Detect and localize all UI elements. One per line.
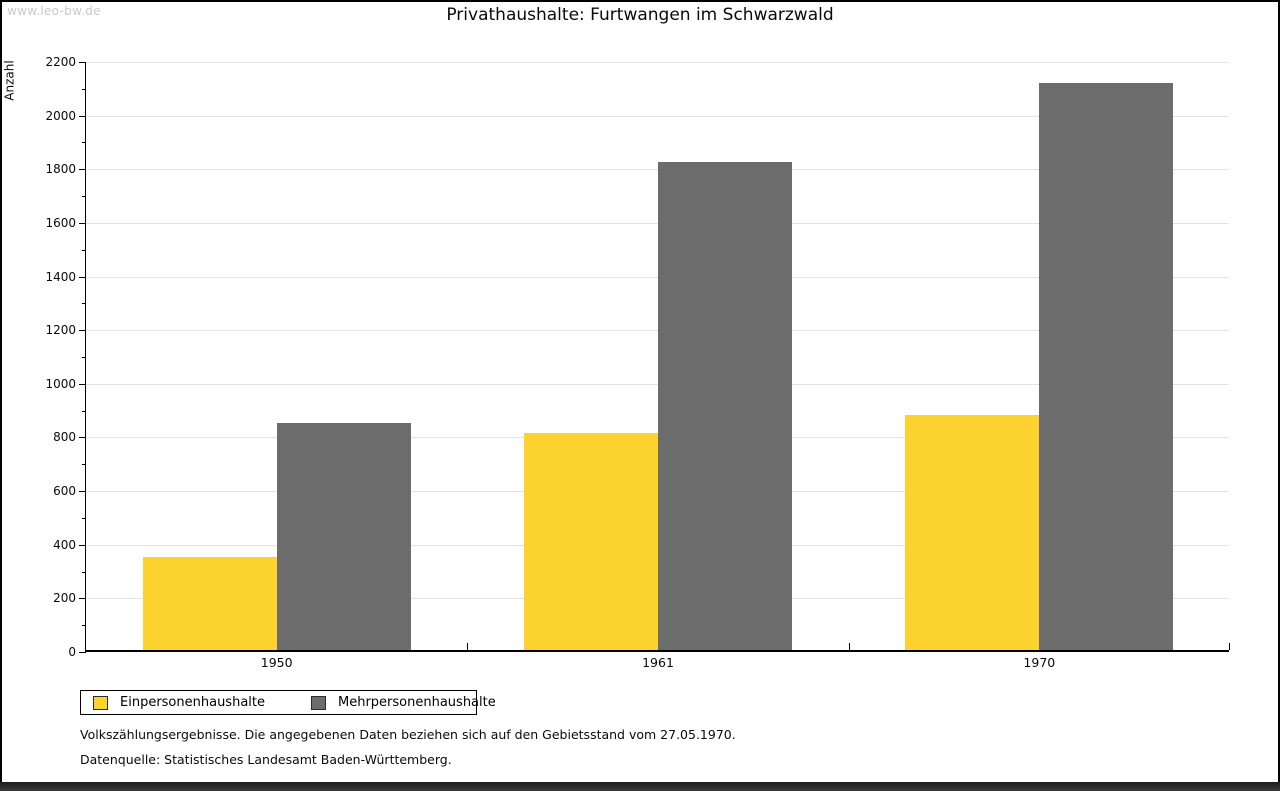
- y-minor-tick-300: [82, 571, 86, 573]
- bar-mehrpersonenhaushalte-1961: [658, 161, 792, 650]
- y-major-tick-200: [79, 598, 86, 600]
- legend: Einpersonenhaushalte Mehrpersonenhaushal…: [80, 690, 496, 715]
- y-tick-label-2200: 2200: [45, 55, 76, 69]
- y-major-tick-0: [79, 652, 86, 653]
- y-tick-label-1800: 1800: [45, 162, 76, 177]
- footnote-source-note: Volkszählungsergebnisse. Die angegebenen…: [80, 727, 736, 742]
- y-major-tick-2200: [79, 62, 86, 63]
- bar-einpersonenhaushalte-1961: [524, 432, 658, 650]
- y-major-tick-1200: [79, 330, 86, 332]
- y-major-tick-1400: [79, 276, 86, 278]
- x-tick-label-1970: 1970: [1023, 655, 1056, 670]
- y-axis-label: Anzahl: [2, 60, 17, 101]
- y-minor-tick-1300: [82, 303, 86, 305]
- y-minor-tick-100: [82, 625, 86, 627]
- y-minor-tick-1500: [82, 249, 86, 251]
- y-major-tick-800: [79, 437, 86, 439]
- chart-title: Privathaushalte: Furtwangen im Schwarzwa…: [446, 5, 834, 25]
- gridline-1800: [86, 169, 1229, 171]
- y-tick-label-600: 600: [53, 484, 76, 499]
- legend-label-einpersonenhaushalte: Einpersonenhaushalte: [120, 695, 265, 710]
- y-minor-tick-1900: [82, 142, 86, 144]
- y-tick-label-1200: 1200: [45, 323, 76, 338]
- y-tick-label-1600: 1600: [45, 215, 76, 230]
- y-tick-label-200: 200: [53, 591, 76, 606]
- y-minor-tick-2100: [82, 88, 86, 90]
- y-tick-label-800: 800: [53, 430, 76, 445]
- legend-label-mehrpersonenhaushalte: Mehrpersonenhaushalte: [338, 695, 496, 710]
- plot-area: 0 200 400 600 800 1000 1200 1400 1600 1800 2000 220…: [45, 55, 1230, 670]
- bar-einpersonenhaushalte-1950: [142, 557, 277, 650]
- y-minor-tick-1700: [82, 196, 86, 198]
- x-tick-label-1950: 1950: [260, 655, 293, 670]
- y-major-tick-400: [79, 544, 86, 546]
- y-minor-tick-500: [82, 517, 86, 519]
- y-major-tick-600: [79, 491, 86, 493]
- x-boundary-tick-right: [1229, 643, 1230, 650]
- y-minor-tick-1100: [82, 357, 86, 358]
- y-tick-label-400: 400: [53, 537, 76, 552]
- gridline-1600: [86, 222, 1229, 224]
- y-minor-tick-900: [82, 410, 86, 412]
- y-major-tick-1600: [79, 222, 86, 224]
- y-major-tick-1000: [79, 383, 86, 385]
- gridline-2000: [86, 115, 1229, 117]
- gridline-1000: [86, 383, 1229, 385]
- y-tick-label-1000: 1000: [45, 376, 76, 391]
- x-boundary-tick-2: [848, 643, 850, 650]
- gridline-1200: [86, 330, 1229, 332]
- gridline-2200: [86, 62, 1229, 63]
- footnote-data-source: Datenquelle: Statistisches Landesamt Bad…: [80, 752, 452, 767]
- bar-einpersonenhaushalte-1970: [905, 415, 1040, 650]
- y-tick-label-0: 0: [68, 645, 76, 659]
- x-tick-label-1961: 1961: [642, 655, 674, 670]
- y-tick-label-2000: 2000: [45, 108, 76, 123]
- x-boundary-tick-1: [467, 643, 469, 650]
- y-minor-tick-700: [82, 464, 86, 466]
- bar-mehrpersonenhaushalte-1970: [1039, 82, 1174, 650]
- window-bottom-edge: [0, 782, 1280, 791]
- y-tick-label-1400: 1400: [45, 269, 76, 284]
- y-major-tick-2000: [79, 115, 86, 117]
- gridline-1400: [86, 276, 1229, 278]
- legend-swatch-mehrpersonenhaushalte: [311, 695, 326, 710]
- y-major-tick-1800: [79, 169, 86, 171]
- legend-swatch-einpersonenhaushalte: [93, 695, 108, 710]
- bar-mehrpersonenhaushalte-1950: [276, 423, 411, 650]
- watermark: www.leo-bw.de: [7, 4, 103, 19]
